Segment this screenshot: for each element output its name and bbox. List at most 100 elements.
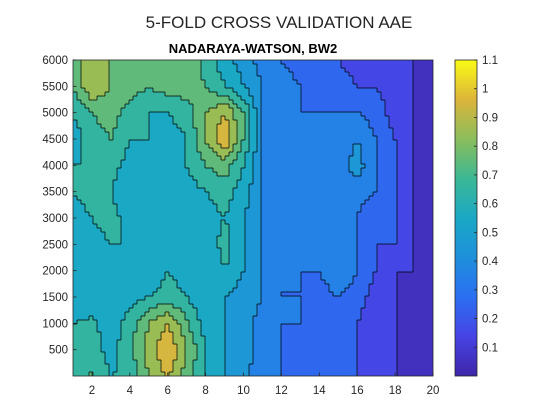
- contour-cell: [337, 156, 342, 161]
- contour-cell: [397, 148, 402, 153]
- contour-cell: [277, 196, 282, 201]
- contour-cell: [409, 88, 414, 93]
- contour-cell: [273, 264, 278, 269]
- contour-cell: [201, 108, 206, 113]
- contour-cell: [409, 232, 414, 237]
- contour-cell: [349, 188, 354, 193]
- contour-cell: [277, 64, 282, 69]
- contour-cell: [105, 216, 110, 221]
- contour-cell: [345, 60, 350, 65]
- contour-cell: [405, 216, 410, 221]
- contour-cell: [413, 148, 418, 153]
- contour-cell: [341, 172, 346, 177]
- contour-cell: [349, 220, 354, 225]
- contour-cell: [213, 240, 218, 245]
- contour-cell: [381, 72, 386, 77]
- contour-cell: [81, 60, 86, 65]
- contour-cell: [113, 224, 118, 229]
- contour-cell: [305, 228, 310, 233]
- contour-cell: [301, 208, 306, 213]
- contour-cell: [229, 72, 234, 77]
- contour-cell: [293, 240, 298, 245]
- contour-cell: [217, 192, 222, 197]
- contour-cell: [369, 172, 374, 177]
- contour-cell: [417, 84, 422, 89]
- contour-cell: [317, 88, 322, 93]
- contour-cell: [153, 204, 158, 209]
- contour-cell: [397, 68, 402, 73]
- contour-cell: [429, 104, 433, 109]
- contour-cell: [321, 220, 326, 225]
- contour-cell: [129, 252, 134, 257]
- contour-cell: [305, 108, 310, 113]
- contour-cell: [185, 172, 190, 177]
- contour-cell: [429, 80, 433, 85]
- contour-cell: [269, 144, 274, 149]
- contour-cell: [85, 136, 90, 141]
- contour-cell: [261, 84, 266, 89]
- contour-cell: [201, 264, 206, 269]
- contour-cell: [289, 116, 294, 121]
- contour-cell: [409, 72, 414, 77]
- contour-cell: [177, 252, 182, 257]
- contour-cell: [373, 252, 378, 257]
- contour-cell: [229, 224, 234, 229]
- contour-cell: [409, 220, 414, 225]
- contour-cell: [225, 256, 230, 261]
- contour-cell: [365, 60, 370, 65]
- contour-cell: [309, 168, 314, 173]
- contour-cell: [261, 68, 266, 73]
- contour-cell: [197, 200, 202, 205]
- contour-cell: [157, 112, 162, 117]
- contour-cell: [173, 188, 178, 193]
- contour-cell: [333, 248, 338, 253]
- contour-cell: [333, 76, 338, 81]
- contour-cell: [361, 244, 366, 249]
- contour-cell: [389, 232, 394, 237]
- contour-cell: [113, 88, 118, 93]
- contour-cell: [229, 84, 234, 89]
- contour-cell: [397, 200, 402, 205]
- contour-cell: [161, 256, 166, 261]
- contour-cell: [257, 132, 262, 137]
- contour-cell: [197, 176, 202, 181]
- contour-cell: [73, 200, 78, 205]
- contour-cell: [393, 268, 398, 273]
- contour-cell: [117, 236, 122, 241]
- contour-cell: [357, 260, 362, 265]
- contour-cell: [161, 140, 166, 145]
- contour-cell: [365, 64, 370, 69]
- contour-cell: [237, 100, 242, 105]
- contour-cell: [233, 248, 238, 253]
- contour-cell: [229, 92, 234, 97]
- contour-cell: [257, 220, 262, 225]
- contour-cell: [345, 140, 350, 145]
- contour-cell: [193, 68, 198, 73]
- contour-cell: [145, 164, 150, 169]
- contour-cell: [77, 116, 82, 121]
- contour-cell: [93, 116, 98, 121]
- contour-cell: [405, 252, 410, 257]
- contour-cell: [213, 60, 218, 65]
- contour-cell: [141, 268, 146, 273]
- contour-cell: [137, 264, 142, 269]
- contour-cell: [397, 192, 402, 197]
- contour-cell: [429, 92, 433, 97]
- contour-cell: [381, 108, 386, 113]
- contour-cell: [85, 156, 90, 161]
- contour-cell: [221, 184, 226, 189]
- contour-cell: [253, 116, 258, 121]
- contour-cell: [193, 120, 198, 125]
- contour-cell: [389, 272, 394, 277]
- contour-cell: [77, 148, 82, 153]
- contour-cell: [225, 164, 230, 169]
- contour-cell: [153, 64, 158, 69]
- contour-cell: [309, 264, 314, 269]
- contour-cell: [237, 72, 242, 77]
- contour-cell: [157, 216, 162, 221]
- contour-cell: [241, 112, 246, 117]
- contour-cell: [85, 96, 90, 101]
- contour-cell: [325, 60, 330, 65]
- contour-cell: [325, 120, 330, 125]
- contour-cell: [269, 232, 274, 237]
